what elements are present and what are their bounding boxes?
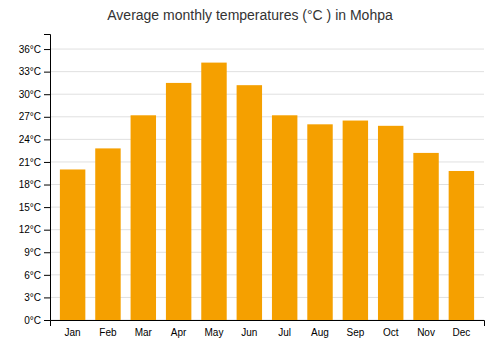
tick-label: Nov [417,327,435,338]
tick-label: 9°C [24,247,41,258]
grid-line [50,71,484,72]
y-tick: 9°C [24,247,50,258]
tick-label: 6°C [24,270,41,281]
tick-mark [44,49,50,50]
y-tick: 24°C [19,134,50,145]
bar [307,124,332,320]
y-tick: 15°C [19,202,50,213]
x-tick: Apr [171,327,187,338]
tick-mark [44,185,50,186]
tick-label: Jun [241,327,257,338]
bar [413,153,438,320]
y-tick: 12°C [19,224,50,235]
grid-line [50,116,484,117]
y-axis: 0°C 3°C 6°C 9°C 12°C 15°C 18°C 21°C 24°C 27°C 30°C… [19,35,51,326]
y-tick: 33°C [19,66,50,77]
tick-label: Jan [65,327,81,338]
tick-label: 33°C [19,66,41,77]
title: Average monthly temperatures (°C ) in Mo… [107,7,393,23]
y-tick: 30°C [19,89,50,100]
axis-line [44,35,51,321]
bar [201,63,226,320]
tick-mark [44,275,50,276]
x-axis: Jan Feb Mar Apr May Jun Jul Aug Sep Oct Nov Dec [51,321,485,339]
tick-mark [44,72,50,73]
tick-mark [44,297,50,298]
y-tick: 0°C [24,315,50,326]
grid [50,49,484,320]
tick-label: Jul [278,327,291,338]
y-tick: 27°C [19,111,50,122]
bar [166,83,191,320]
tick-mark [44,117,50,118]
x-tick: Dec [452,327,470,338]
tick-mark [44,320,50,321]
bar [378,126,403,320]
x-tick: Feb [99,327,117,338]
tick-mark [44,94,50,95]
bar [95,148,120,320]
tick-label: Mar [135,327,153,338]
x-tick: Sep [346,327,364,338]
bar [343,121,368,320]
tick-label: Sep [346,327,364,338]
tick-label: 12°C [19,224,41,235]
plot: 0°C 3°C 6°C 9°C 12°C 15°C 18°C 21°C 24°C 27°C 30°C… [19,35,485,339]
tick-label: 0°C [24,315,41,326]
tick-label: May [205,327,224,338]
bar [60,169,85,320]
tick-mark [44,162,50,163]
tick-label: 30°C [19,89,41,100]
bar [237,85,262,320]
grid-line [50,49,484,50]
tick-mark [44,252,50,253]
x-tick: Jan [65,327,81,338]
tick-label: 3°C [24,292,41,303]
grid-line [50,139,484,140]
x-tick: Mar [135,327,153,338]
x-tick: Jul [278,327,291,338]
tick-label: Oct [383,327,399,338]
tick-mark [44,139,50,140]
tick-mark [44,230,50,231]
y-tick: 21°C [19,157,50,168]
x-tick: Nov [417,327,435,338]
tick-label: 36°C [19,44,41,55]
tick-label: 15°C [19,202,41,213]
y-tick: 6°C [24,270,50,281]
tick-label: 24°C [19,134,41,145]
chart: 0°C 3°C 6°C 9°C 12°C 15°C 18°C 21°C 24°C 27°C 30°C… [0,0,500,350]
tick-label: 27°C [19,111,41,122]
tick-label: Feb [99,327,117,338]
x-tick: Aug [311,327,329,338]
x-tick: Oct [383,327,399,338]
bars [60,63,474,320]
tick-label: Dec [452,327,470,338]
y-tick: 36°C [19,44,50,55]
y-tick: 3°C [24,292,50,303]
tick-label: 18°C [19,179,41,190]
bar [131,115,156,320]
axis-line [51,321,485,327]
bar [272,115,297,320]
bar [449,171,474,320]
y-tick: 18°C [19,179,50,190]
tick-label: 21°C [19,157,41,168]
tick-mark [44,207,50,208]
x-tick: Jun [241,327,257,338]
x-tick: May [205,327,224,338]
grid-line [50,94,484,95]
tick-label: Aug [311,327,329,338]
tick-label: Apr [171,327,187,338]
